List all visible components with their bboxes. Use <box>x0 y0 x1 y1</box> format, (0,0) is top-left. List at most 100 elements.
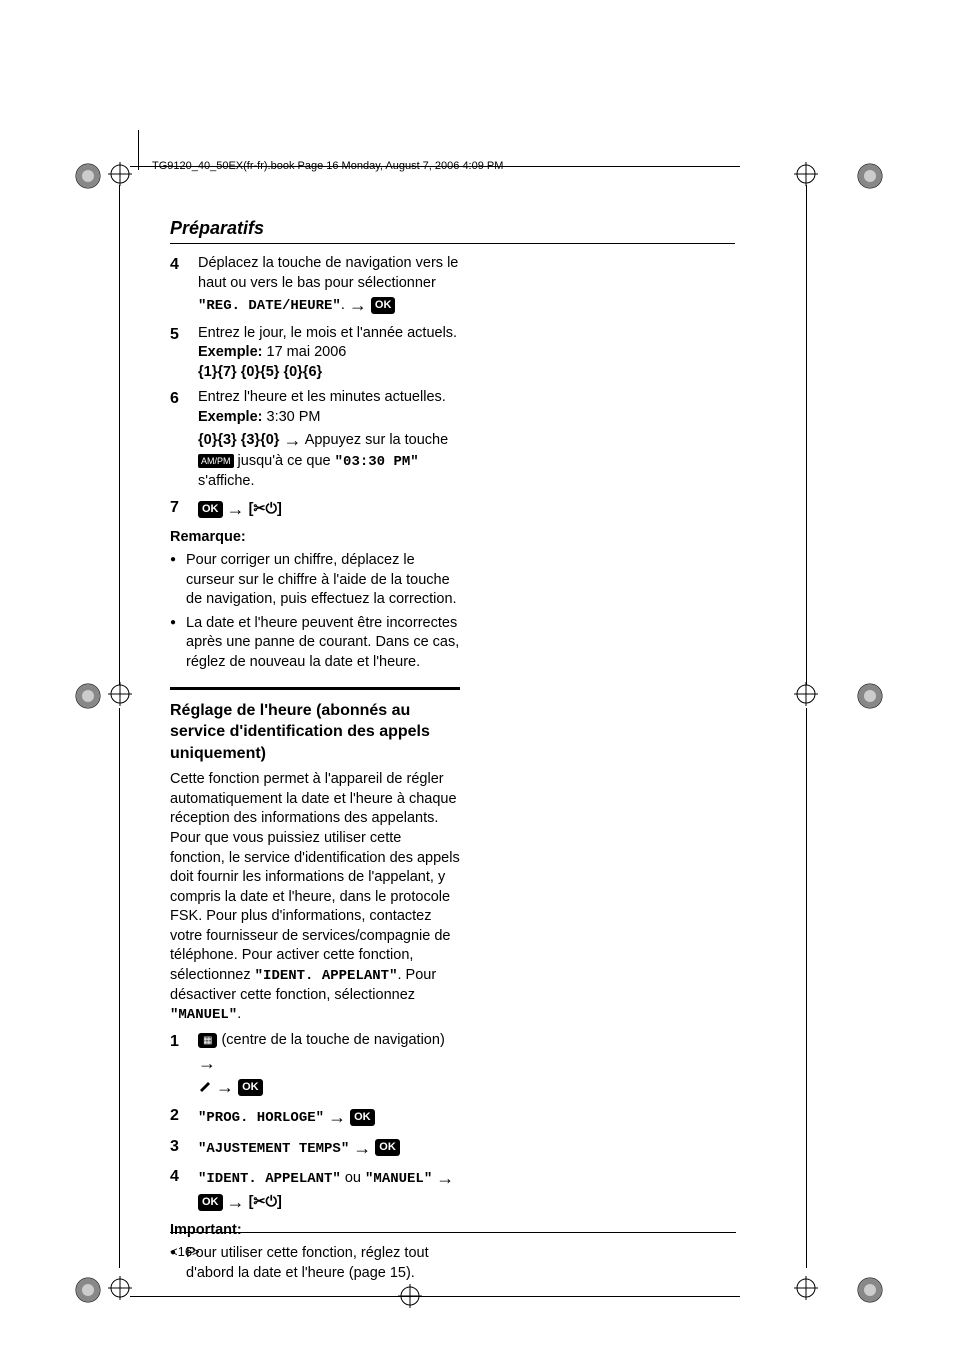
step-row: 4 Déplacez la touche de navigation vers … <box>170 254 460 317</box>
step-body: ▦ (centre de la touche de navigation) → … <box>198 1031 460 1099</box>
step-number: 6 <box>170 388 198 491</box>
step-number: 4 <box>170 254 198 317</box>
reg-mark-mr <box>850 676 890 716</box>
step-number: 5 <box>170 324 198 383</box>
step-body: "PROG. HORLOGE" → OK <box>198 1105 460 1129</box>
step-text: (centre de la touche de navigation) <box>217 1032 444 1048</box>
step-body: OK → [✂⏻] <box>198 497 460 521</box>
subsection-paragraph: Cette fonction permet à l'appareil de ré… <box>170 770 460 1025</box>
step-row: 1 ▦ (centre de la touche de navigation) … <box>170 1031 460 1099</box>
key-sequence: {1}{7} {0}{5} {0}{6} <box>198 364 322 380</box>
important-item: Pour utiliser cette fonction, réglez tou… <box>170 1244 460 1283</box>
mono-text: "MANUEL" <box>170 1007 237 1023</box>
power-off-key: [✂⏻] <box>249 1194 282 1210</box>
left-column: 4 Déplacez la touche de navigation vers … <box>170 254 460 1283</box>
para-text: Cette fonction permet à l'appareil de ré… <box>170 771 460 983</box>
step-text: Appuyez sur la touche <box>301 432 448 448</box>
ok-badge: OK <box>375 1139 400 1156</box>
mono-text: "IDENT. APPELANT" <box>198 1171 341 1187</box>
step-row: 6 Entrez l'heure et les minutes actuelle… <box>170 388 460 491</box>
arrow-icon: → <box>198 1053 216 1073</box>
step-row: 3 "AJUSTEMENT TEMPS" → OK <box>170 1136 460 1160</box>
crosshair-bl <box>108 1276 132 1300</box>
example-value: 17 mai 2006 <box>262 344 346 360</box>
arrow-icon: → <box>283 430 301 450</box>
reg-mark-tr <box>850 156 890 196</box>
step-body: Entrez le jour, le mois et l'année actue… <box>198 324 460 383</box>
ok-badge: OK <box>198 1194 223 1211</box>
example-value: 3:30 PM <box>262 409 320 425</box>
step-text: . <box>341 297 349 313</box>
step-number: 2 <box>170 1105 198 1129</box>
power-off-key: [✂⏻] <box>249 501 282 517</box>
crop-line <box>138 130 139 170</box>
step-row: 2 "PROG. HORLOGE" → OK <box>170 1105 460 1129</box>
mono-text: "MANUEL" <box>365 1171 432 1187</box>
crop-line <box>806 708 807 1268</box>
crop-line <box>119 185 120 685</box>
reg-mark-bl <box>68 1270 108 1310</box>
step-row: 5 Entrez le jour, le mois et l'année act… <box>170 324 460 383</box>
crop-line <box>806 185 807 685</box>
crop-line <box>119 708 120 1268</box>
step-text: jusqu'à ce que <box>234 453 335 469</box>
crosshair-bc <box>398 1284 422 1308</box>
arrow-icon: → <box>353 1138 371 1158</box>
ok-badge: OK <box>198 501 223 518</box>
crosshair-ml <box>108 682 132 706</box>
ok-badge: OK <box>350 1109 375 1126</box>
step-number: 3 <box>170 1136 198 1160</box>
important-list: Pour utiliser cette fonction, réglez tou… <box>170 1244 460 1283</box>
mono-text: "PROG. HORLOGE" <box>198 1110 324 1126</box>
wrench-icon <box>198 1080 212 1094</box>
step-row: 7 OK → [✂⏻] <box>170 497 460 521</box>
arrow-icon: → <box>227 1192 245 1212</box>
arrow-icon: → <box>349 295 367 315</box>
example-label: Exemple: <box>198 409 262 425</box>
remark-label: Remarque: <box>170 528 460 548</box>
arrow-icon: → <box>436 1168 454 1188</box>
step-number: 1 <box>170 1031 198 1099</box>
crosshair-br <box>794 1276 818 1300</box>
step-text: Entrez le jour, le mois et l'année actue… <box>198 325 457 341</box>
arrow-icon: → <box>216 1077 234 1097</box>
step-body: "AJUSTEMENT TEMPS" → OK <box>198 1136 460 1160</box>
crop-line <box>130 1296 740 1297</box>
crosshair-tl <box>108 162 132 186</box>
remark-list: Pour corriger un chiffre, déplacez le cu… <box>170 551 460 672</box>
mono-text: "03:30 PM" <box>335 454 419 470</box>
step-text: Déplacez la touche de navigation vers le… <box>198 255 458 291</box>
step-body: Déplacez la touche de navigation vers le… <box>198 254 460 317</box>
footer-rule <box>170 1232 736 1233</box>
section-divider <box>170 687 460 690</box>
step-body: "IDENT. APPELANT" ou "MANUEL" → OK → [✂⏻… <box>198 1166 460 1215</box>
step-number: 7 <box>170 497 198 521</box>
important-label: Important: <box>170 1221 460 1241</box>
subsection-title: Réglage de l'heure (abonnés au service d… <box>170 700 460 765</box>
key-sequence: {0}{3} {3}{0} <box>198 432 279 448</box>
step-row: 4 "IDENT. APPELANT" ou "MANUEL" → OK → [… <box>170 1166 460 1215</box>
para-text: . <box>237 1006 241 1022</box>
mono-text: "AJUSTEMENT TEMPS" <box>198 1141 349 1157</box>
reg-mark-ml <box>68 676 108 716</box>
step-text: s'affiche. <box>198 473 255 489</box>
section-title: Préparatifs <box>170 216 735 244</box>
ok-badge: OK <box>238 1079 263 1096</box>
crosshair-mr <box>794 682 818 706</box>
example-label: Exemple: <box>198 344 262 360</box>
arrow-icon: → <box>227 499 245 519</box>
step-text: Entrez l'heure et les minutes actuelles. <box>198 389 446 405</box>
content-area: Préparatifs 4 Déplacez la touche de navi… <box>170 216 736 1287</box>
reg-mark-br <box>850 1270 890 1310</box>
mono-text: "IDENT. APPELANT" <box>255 968 398 984</box>
page-number: <16> <box>170 1244 200 1259</box>
page-header-banner: TG9120_40_50EX(fr-fr).book Page 16 Monda… <box>152 160 503 172</box>
ok-badge: OK <box>371 297 396 314</box>
arrow-icon: → <box>328 1107 346 1127</box>
mono-text: "REG. DATE/HEURE" <box>198 298 341 314</box>
ampm-badge: AM/PM <box>198 454 234 468</box>
remark-item: Pour corriger un chiffre, déplacez le cu… <box>170 551 460 610</box>
step-number: 4 <box>170 1166 198 1215</box>
or-text: ou <box>341 1170 365 1186</box>
step-body: Entrez l'heure et les minutes actuelles.… <box>198 388 460 491</box>
